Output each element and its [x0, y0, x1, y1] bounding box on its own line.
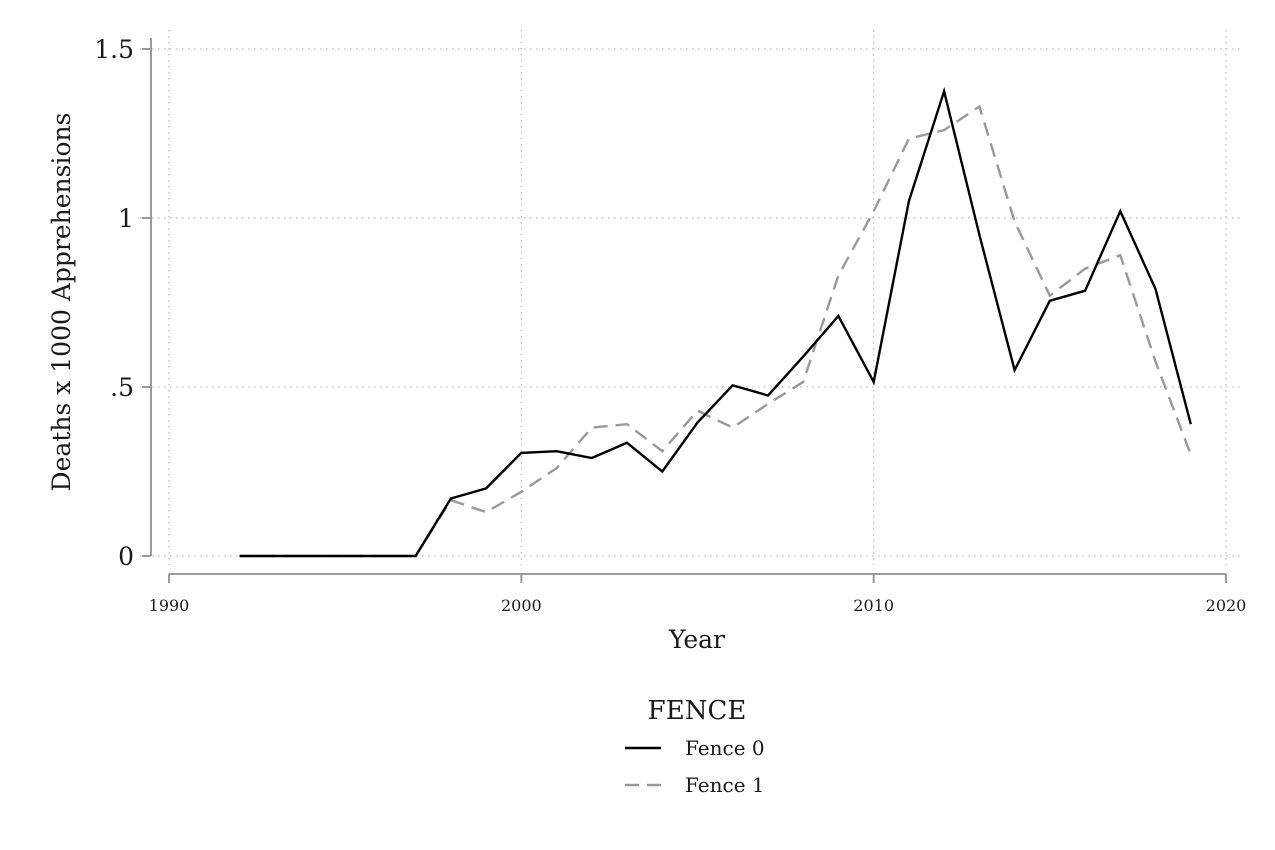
x-tick-label: 2020 [1206, 596, 1247, 615]
y-tick-label: 0 [118, 542, 134, 571]
legend-item-fence-0: Fence 0 [625, 736, 765, 760]
series-line-fence-0 [239, 86, 1192, 558]
legend-label-fence-0: Fence 0 [685, 736, 765, 760]
x-tick-label: 2000 [501, 596, 542, 615]
x-tick-label: 2010 [853, 596, 894, 615]
legend-label-fence-1: Fence 1 [685, 773, 765, 797]
axes: 0 .5 1 1.5 1990 2000 2010 2020 [94, 35, 1246, 615]
x-axis-title: Year [668, 625, 725, 654]
legend: FENCE Fence 0 Fence 1 [625, 696, 765, 797]
y-axis-title: Deaths x 1000 Apprehensions [47, 113, 76, 492]
gridlines [140, 30, 1240, 565]
legend-item-fence-1: Fence 1 [625, 773, 765, 797]
y-tick-label: 1 [118, 204, 134, 233]
legend-title: FENCE [648, 696, 747, 726]
series-line-fence-1 [239, 104, 1192, 558]
series-lines [239, 86, 1192, 558]
y-tick-label: 1.5 [94, 35, 134, 64]
x-tick-label: 1990 [149, 596, 190, 615]
y-tick-label: .5 [110, 373, 134, 402]
